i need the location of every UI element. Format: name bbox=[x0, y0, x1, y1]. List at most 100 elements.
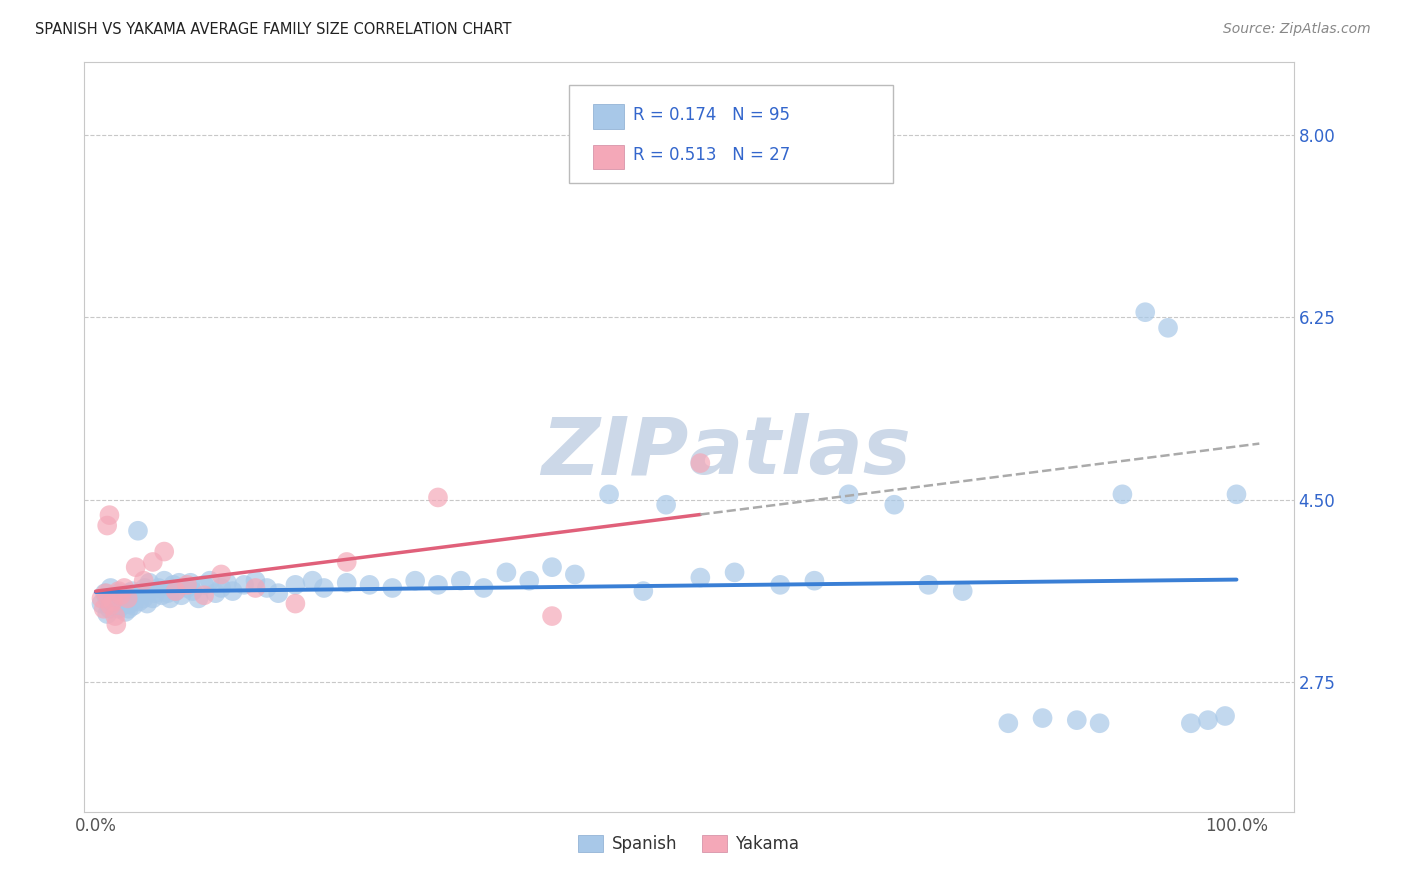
Spanish bbox=[138, 575, 160, 590]
Spanish bbox=[564, 567, 586, 582]
Yakama bbox=[96, 518, 118, 533]
Spanish bbox=[1111, 487, 1133, 501]
Spanish bbox=[198, 574, 221, 588]
Spanish bbox=[101, 597, 124, 611]
Spanish bbox=[1213, 709, 1236, 723]
Spanish bbox=[115, 591, 138, 606]
Legend: Spanish, Yakama: Spanish, Yakama bbox=[572, 828, 806, 860]
Spanish bbox=[427, 578, 450, 592]
Yakama bbox=[245, 581, 267, 595]
Yakama bbox=[142, 555, 165, 569]
Yakama bbox=[107, 584, 129, 599]
Text: ZIP: ZIP bbox=[541, 413, 689, 491]
Spanish bbox=[1032, 711, 1054, 725]
Yakama bbox=[105, 617, 128, 632]
Spanish bbox=[136, 597, 159, 611]
Spanish bbox=[1225, 487, 1247, 501]
Spanish bbox=[127, 524, 149, 538]
Spanish bbox=[256, 581, 278, 595]
Spanish bbox=[156, 586, 179, 600]
Spanish bbox=[1197, 713, 1219, 727]
Spanish bbox=[209, 581, 232, 595]
Yakama bbox=[336, 555, 359, 569]
Yakama bbox=[104, 609, 127, 624]
Spanish bbox=[104, 594, 127, 608]
Spanish bbox=[179, 575, 201, 590]
Spanish bbox=[103, 599, 125, 613]
Text: Source: ZipAtlas.com: Source: ZipAtlas.com bbox=[1223, 22, 1371, 37]
Yakama bbox=[193, 588, 215, 602]
Text: R = 0.513   N = 27: R = 0.513 N = 27 bbox=[633, 146, 790, 164]
Yakama bbox=[209, 567, 232, 582]
Yakama bbox=[110, 588, 132, 602]
Spanish bbox=[472, 581, 495, 595]
Spanish bbox=[336, 575, 359, 590]
Yakama bbox=[689, 456, 711, 470]
Yakama bbox=[165, 584, 187, 599]
Spanish bbox=[723, 566, 745, 580]
Text: atlas: atlas bbox=[689, 413, 911, 491]
Yakama bbox=[100, 599, 122, 613]
Spanish bbox=[404, 574, 426, 588]
Spanish bbox=[114, 605, 136, 619]
Spanish bbox=[284, 578, 307, 592]
Spanish bbox=[450, 574, 472, 588]
Spanish bbox=[118, 602, 141, 616]
Text: SPANISH VS YAKAMA AVERAGE FAMILY SIZE CORRELATION CHART: SPANISH VS YAKAMA AVERAGE FAMILY SIZE CO… bbox=[35, 22, 512, 37]
Spanish bbox=[142, 591, 165, 606]
Spanish bbox=[121, 584, 143, 599]
Spanish bbox=[883, 498, 905, 512]
Spanish bbox=[111, 599, 134, 613]
Spanish bbox=[107, 602, 129, 616]
Spanish bbox=[598, 487, 620, 501]
Spanish bbox=[128, 594, 150, 608]
Spanish bbox=[107, 586, 129, 600]
Spanish bbox=[633, 584, 655, 599]
Spanish bbox=[655, 498, 678, 512]
Spanish bbox=[689, 571, 711, 585]
Spanish bbox=[162, 578, 184, 592]
Spanish bbox=[167, 575, 190, 590]
Spanish bbox=[541, 560, 564, 574]
Spanish bbox=[122, 599, 145, 613]
Spanish bbox=[143, 586, 166, 600]
Spanish bbox=[381, 581, 404, 595]
Yakama bbox=[132, 574, 155, 588]
Spanish bbox=[204, 586, 226, 600]
Spanish bbox=[96, 591, 118, 606]
Spanish bbox=[120, 591, 142, 606]
Spanish bbox=[838, 487, 860, 501]
Spanish bbox=[1157, 320, 1180, 334]
Spanish bbox=[1088, 716, 1111, 731]
Spanish bbox=[1066, 713, 1088, 727]
Spanish bbox=[118, 597, 141, 611]
Yakama bbox=[98, 508, 121, 523]
Spanish bbox=[495, 566, 517, 580]
Spanish bbox=[215, 575, 238, 590]
Spanish bbox=[769, 578, 792, 592]
Spanish bbox=[90, 597, 112, 611]
Spanish bbox=[105, 588, 128, 602]
Spanish bbox=[108, 597, 131, 611]
Spanish bbox=[110, 591, 132, 606]
Spanish bbox=[952, 584, 974, 599]
Spanish bbox=[181, 584, 204, 599]
Spanish bbox=[193, 578, 215, 592]
Spanish bbox=[100, 581, 122, 595]
Spanish bbox=[134, 581, 156, 595]
Yakama bbox=[284, 597, 307, 611]
Spanish bbox=[221, 584, 243, 599]
Spanish bbox=[101, 591, 124, 606]
Spanish bbox=[1135, 305, 1157, 319]
Spanish bbox=[1180, 716, 1202, 731]
Spanish bbox=[997, 716, 1019, 731]
Yakama bbox=[94, 586, 117, 600]
Yakama bbox=[153, 544, 176, 558]
Yakama bbox=[112, 581, 135, 595]
Spanish bbox=[359, 578, 381, 592]
Spanish bbox=[117, 586, 139, 600]
Yakama bbox=[125, 560, 148, 574]
Yakama bbox=[427, 491, 450, 505]
Spanish bbox=[176, 581, 198, 595]
Spanish bbox=[112, 588, 135, 602]
